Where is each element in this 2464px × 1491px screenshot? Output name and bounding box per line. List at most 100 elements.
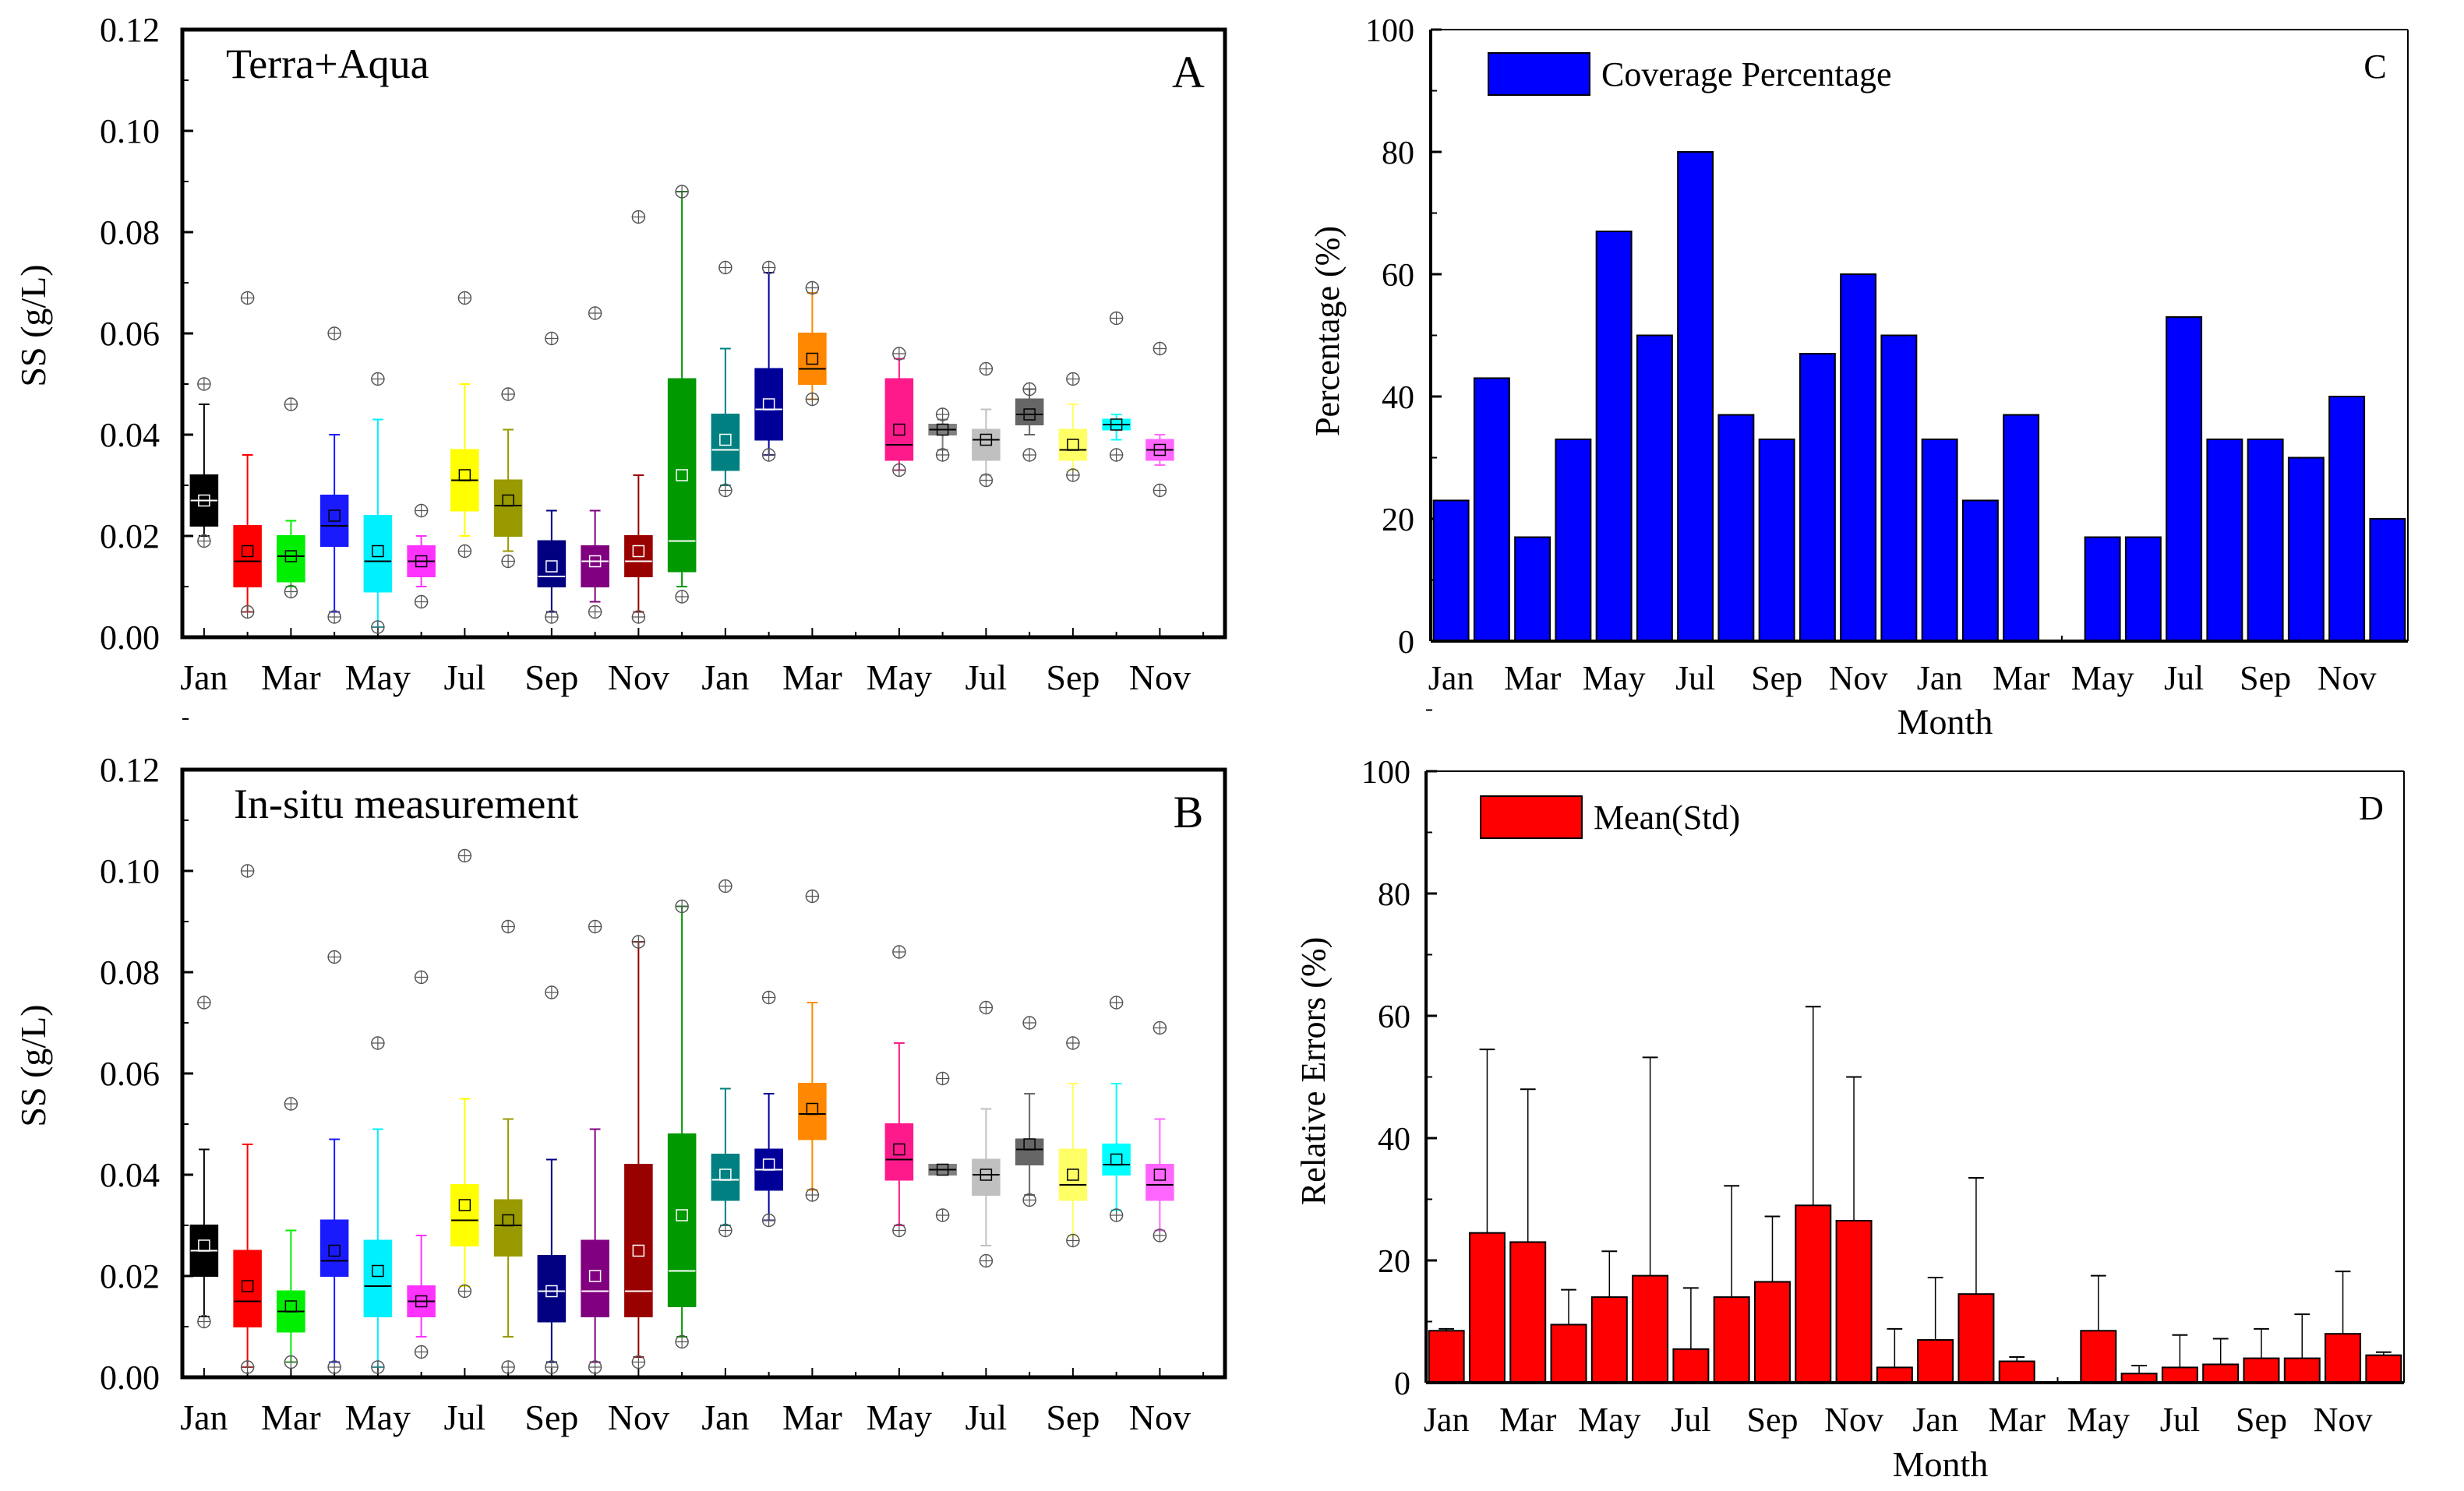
outlier-marker	[1022, 1016, 1036, 1030]
panel-b-box-aug	[493, 919, 523, 1374]
bar	[2080, 1330, 2117, 1384]
bar	[1677, 151, 1714, 642]
bar	[1957, 1293, 1995, 1384]
mean-marker	[632, 1244, 645, 1257]
panel-d-bar-sep	[1753, 1215, 1791, 1383]
outlier-marker	[1153, 1020, 1167, 1035]
panel-c-coverage: Percentage (%) 0 20 40 60 80 100 Jan Mar May Jul…	[1308, 13, 2409, 742]
mean-marker	[676, 1209, 688, 1221]
panel-d-xtick-label: Jan	[1424, 1401, 1470, 1439]
outlier-marker	[761, 260, 776, 275]
panel-a-box-feb	[233, 291, 262, 619]
panel-a-box-nov	[1146, 341, 1174, 498]
panel-c-legend-label: Coverage Percentage	[1601, 55, 1892, 93]
bar	[2247, 438, 2284, 642]
outlier-marker	[805, 280, 820, 295]
box	[711, 414, 740, 471]
panel-b-box-jul	[450, 848, 479, 1299]
bar	[1514, 536, 1551, 642]
mean-marker	[980, 1168, 993, 1181]
bar	[2003, 414, 2040, 642]
bar	[1509, 1241, 1547, 1383]
panel-c-bar-nov	[2328, 396, 2366, 642]
box	[884, 1123, 914, 1181]
mean-marker	[1067, 1168, 1079, 1181]
panel-b-box-jan	[189, 996, 219, 1329]
panel-b-frame	[180, 767, 1227, 1380]
panel-b-box-jun	[928, 1071, 957, 1222]
box	[450, 1184, 479, 1246]
outlier-marker	[631, 1355, 646, 1369]
panel-a-box-aug	[1015, 382, 1044, 462]
panel-a-xtick-label: Jul	[444, 657, 486, 697]
mean-marker	[328, 509, 341, 522]
panel-c-bar-jan	[1921, 438, 1958, 642]
bar	[1880, 334, 1918, 642]
box	[581, 1239, 609, 1317]
outlier-marker	[284, 584, 298, 599]
panel-d-bar-sep	[2243, 1327, 2280, 1383]
mean-marker	[502, 494, 514, 507]
panel-c-xtick-label: Mar	[1504, 659, 1562, 697]
outlier-marker	[240, 1360, 255, 1374]
outlier-marker	[892, 463, 906, 478]
outlier-marker	[284, 1097, 298, 1111]
panel-c-ytick-label: 100	[1365, 13, 1414, 49]
box	[884, 378, 914, 461]
panel-b-in-situ: SS (g/L) 0.00 0.02 0.04 0.06 0.08 0.10 0.12 Ja…	[13, 718, 1227, 1437]
panel-d-bar-jun	[2120, 1365, 2158, 1383]
box	[1058, 428, 1088, 461]
panel-b-xtick-label: May	[345, 1398, 411, 1437]
outlier-marker	[675, 590, 689, 604]
panel-d-bars	[1428, 1006, 2402, 1384]
panel-c-bar-may	[1595, 231, 1633, 642]
panel-c-x-ticks: Jan Mar May Jul Sep Nov Jan Mar May Jul Sep Nov	[1428, 632, 2388, 697]
outlier-marker	[631, 610, 646, 624]
box	[319, 495, 349, 547]
box	[363, 515, 393, 593]
panel-a-xtick-label: Nov	[608, 657, 669, 697]
panel-c-xtick-label: May	[2071, 659, 2134, 697]
panel-d-bar-dec	[1876, 1327, 1913, 1383]
bar	[2365, 1354, 2402, 1384]
mean-marker	[1153, 1168, 1167, 1181]
outlier-marker	[935, 1071, 950, 1086]
panel-a-box-mar	[798, 280, 827, 407]
panel-c-bar-aug	[1717, 414, 1755, 642]
mean-marker	[936, 423, 949, 436]
panel-d-xtick-label: Sep	[2236, 1401, 2287, 1439]
outlier-marker	[240, 864, 255, 878]
outlier-marker	[327, 326, 341, 340]
panel-d-ytick-label: 80	[1378, 877, 1410, 913]
panel-c-ylabel: Percentage (%)	[1308, 226, 1347, 436]
outlier-marker	[1109, 1208, 1124, 1222]
outlier-marker	[935, 407, 950, 421]
outlier-marker	[501, 387, 515, 401]
panel-c-bar-feb	[1473, 377, 1510, 642]
panel-b-ytick-label: 0.08	[100, 953, 160, 992]
outlier-marker	[371, 372, 385, 386]
outlier-marker	[675, 899, 689, 914]
outlier-marker	[327, 610, 341, 624]
bar	[1917, 1339, 1954, 1384]
mean-marker	[762, 1158, 775, 1171]
mean-marker	[545, 560, 558, 573]
panel-b-ytick-label: 0.00	[100, 1359, 160, 1397]
outlier-marker	[718, 483, 732, 498]
panel-a-box-jan	[711, 260, 740, 498]
panel-b-box-oct	[581, 919, 609, 1374]
panel-c-letter: C	[2363, 48, 2386, 86]
panel-a-terra-aqua: SS (g/L) 0.00 0.02 0.04 0.06 0.08 0.10 0.12 Ja…	[13, 11, 1227, 697]
outlier-marker	[892, 1223, 906, 1238]
panel-b-box-jun	[407, 970, 436, 1359]
panel-d-bar-aug	[1713, 1185, 1750, 1383]
panel-c-xtick-label: Sep	[1751, 659, 1802, 697]
outlier-marker	[588, 1360, 602, 1374]
outlier-marker	[501, 919, 515, 934]
panel-d-xtick-label: May	[1578, 1401, 1641, 1439]
panel-a-xtick-label: Mar	[261, 657, 321, 697]
panel-c-bar-may	[2084, 536, 2121, 642]
outlier-marker	[1022, 448, 1036, 462]
bar	[1473, 377, 1510, 642]
panel-d-y-ticks: 0 20 40 60 80 100	[1361, 709, 1437, 1402]
